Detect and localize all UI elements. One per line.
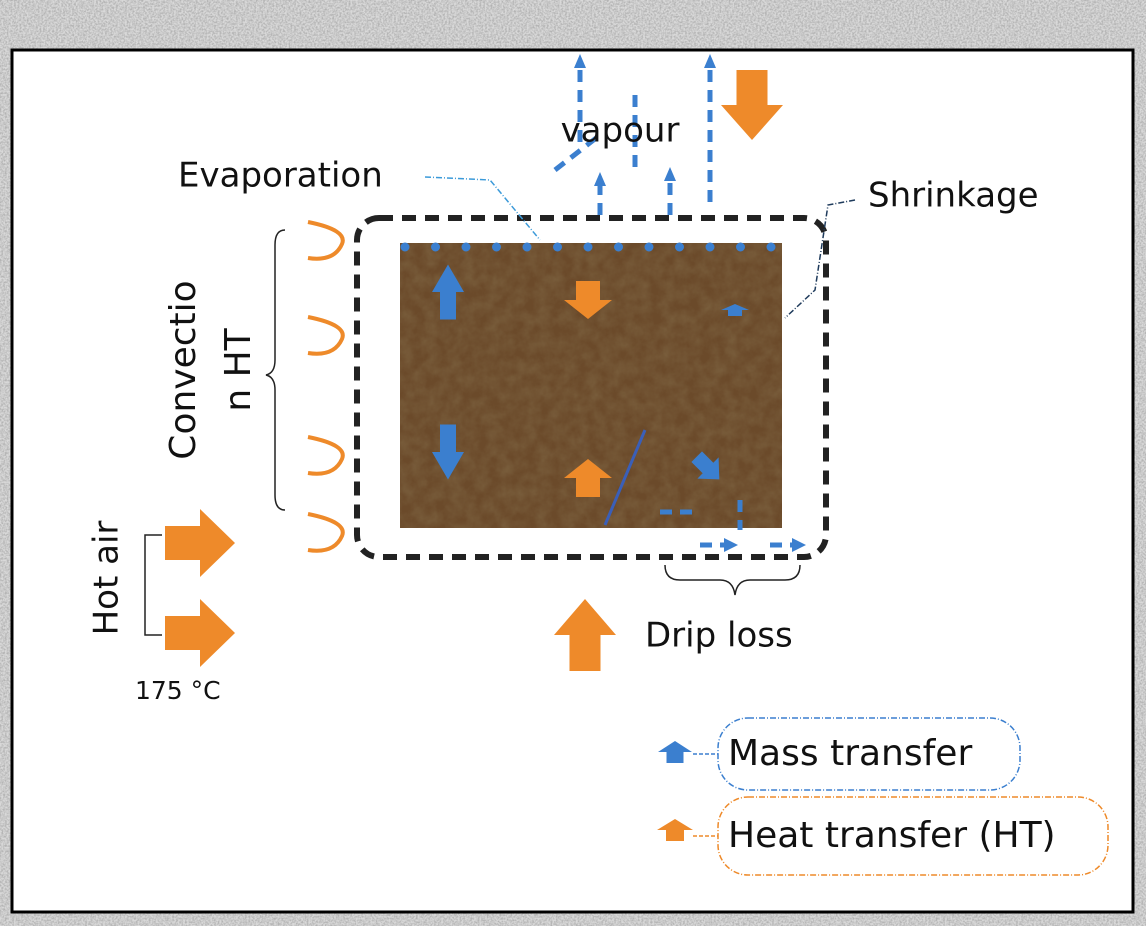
convection-label: Convectio [163, 280, 204, 459]
convection-label: n HT [218, 327, 259, 411]
vapour-label: vapour [561, 111, 680, 151]
legend-label: Heat transfer (HT) [728, 815, 1056, 856]
drip-loss-label: Drip loss [645, 616, 793, 656]
shrinkage-label: Shrinkage [868, 176, 1039, 216]
page: vapour Evaporation Shrinkage Convectio n… [0, 0, 1146, 926]
hot-air-label: Hot air [87, 521, 127, 636]
diagram: vapour Evaporation Shrinkage Convectio n… [0, 0, 1146, 926]
evaporation-label: Evaporation [178, 156, 383, 196]
temperature-label: 175 °C [135, 676, 221, 705]
legend-label: Mass transfer [728, 733, 972, 774]
